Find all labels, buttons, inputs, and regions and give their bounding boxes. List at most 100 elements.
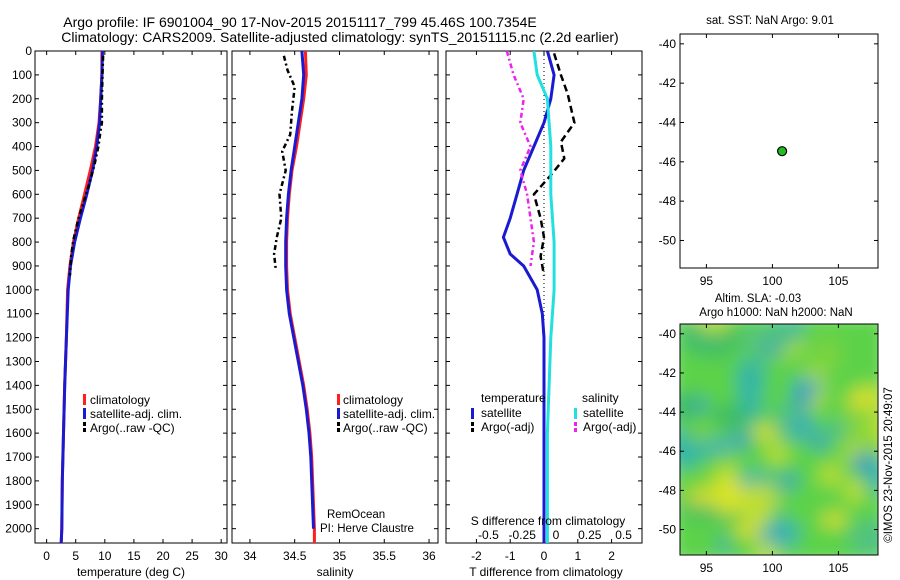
x-tick-label: 15 bbox=[127, 549, 141, 563]
argo-float-position-marker bbox=[777, 146, 788, 157]
x-tick-label: 0 bbox=[43, 549, 50, 563]
legend-swatch-climatology bbox=[83, 394, 86, 405]
y-tick-label: 0 bbox=[25, 44, 32, 58]
legend-swatch-temp-argo bbox=[471, 422, 474, 426]
x-tick-label: 100 bbox=[762, 561, 782, 575]
x-tick-label: 10 bbox=[98, 549, 112, 563]
legend-swatch-argo-2 bbox=[337, 428, 340, 432]
y-tick-label: -50 bbox=[659, 523, 677, 537]
legend-label-sal-argo: Argo(-adj) bbox=[583, 420, 636, 434]
y-tick-label: 100 bbox=[12, 68, 32, 82]
salinity-plot-frame bbox=[231, 50, 439, 544]
y-tick-label: -44 bbox=[659, 115, 677, 129]
series-line-argo-raw-qc- bbox=[272, 55, 296, 271]
y-tick-label: -42 bbox=[659, 76, 677, 90]
figure-subtitle: Climatology: CARS2009. Satellite-adjuste… bbox=[61, 29, 618, 45]
y-tick-label: 800 bbox=[12, 235, 32, 249]
y-tick-label: -48 bbox=[659, 194, 677, 208]
legend-swatch-satellite bbox=[337, 408, 340, 419]
y-tick-label: 1200 bbox=[5, 331, 32, 345]
y-tick-label: -50 bbox=[659, 233, 677, 247]
legend-label-argo: Argo(..raw -QC) bbox=[90, 421, 175, 435]
figure-title: Argo profile: IF 6901004_90 17-Nov-2015 … bbox=[63, 14, 537, 30]
temperature-legend: climatology satellite-adj. clim. Argo(..… bbox=[83, 393, 182, 435]
x-tick-label: 95 bbox=[700, 561, 714, 575]
y-tick-label: 600 bbox=[12, 187, 32, 201]
legend-swatch-temp-argo-2 bbox=[471, 428, 474, 432]
x-tick-label: -2 bbox=[471, 549, 482, 563]
y-tick-label: 1800 bbox=[5, 474, 32, 488]
x-tick-label: 5 bbox=[72, 549, 79, 563]
float-project-label: RemOcean bbox=[327, 509, 385, 521]
series-line-argo-raw-qc- bbox=[68, 55, 105, 276]
legend-swatch-sal-argo bbox=[574, 422, 577, 426]
sla-map-frame bbox=[679, 323, 879, 556]
sst-map-frame bbox=[679, 33, 879, 269]
y-tick-label: 1000 bbox=[5, 283, 32, 297]
legend-label-temp-argo: Argo(-adj) bbox=[481, 420, 534, 434]
legend-label-satellite: satellite-adj. clim. bbox=[90, 407, 182, 421]
x-tick-label: -1 bbox=[505, 549, 516, 563]
s-difference-axis-label: S difference from climatology bbox=[471, 514, 626, 528]
y-tick-label: 1700 bbox=[5, 450, 32, 464]
y-tick-label: -46 bbox=[659, 155, 677, 169]
legend-label-satellite: satellite-adj. clim. bbox=[343, 407, 435, 421]
salinity-legend: climatology satellite-adj. clim. Argo(..… bbox=[337, 393, 435, 435]
x2-tick-label: -0.25 bbox=[509, 528, 537, 542]
x-tick-label: 100 bbox=[762, 274, 782, 288]
legend-swatch-argo-2 bbox=[83, 428, 86, 432]
temperature-plot-frame bbox=[34, 50, 228, 544]
legend-swatch-climatology bbox=[337, 394, 340, 405]
x-tick-label: 30 bbox=[215, 549, 229, 563]
y-tick-label: -42 bbox=[659, 366, 677, 380]
imos-credit: ©IMOS 23-Nov-2015 20:49:07 bbox=[883, 387, 895, 543]
y-tick-label: -44 bbox=[659, 405, 677, 419]
x-tick-label: 35.5 bbox=[373, 549, 397, 563]
float-pi-label: PI: Herve Claustre bbox=[320, 523, 414, 535]
x-tick-label: 105 bbox=[828, 274, 848, 288]
series-line-temperature-argo-adj- bbox=[532, 53, 576, 276]
x-tick-label: 34.5 bbox=[283, 549, 307, 563]
y-tick-label: 2000 bbox=[5, 522, 32, 536]
y-tick-label: 1600 bbox=[5, 426, 32, 440]
legend-header-temperature: temperature bbox=[481, 391, 546, 405]
y-tick-label: -40 bbox=[659, 37, 677, 51]
y-tick-label: 900 bbox=[12, 259, 32, 273]
legend-header-salinity: salinity bbox=[582, 391, 619, 405]
x-tick-label: 20 bbox=[156, 549, 170, 563]
legend-label-sal-satellite: satellite bbox=[583, 406, 624, 420]
x2-tick-label: 0.25 bbox=[578, 528, 602, 542]
series-line-satellite-adj-clim- bbox=[59, 51, 104, 543]
y-tick-label: 1900 bbox=[5, 498, 32, 512]
legend-swatch-satellite bbox=[83, 408, 86, 419]
x2-tick-label: -0.5 bbox=[478, 528, 499, 542]
temperature-axis-label: temperature (deg C) bbox=[77, 565, 185, 579]
y-tick-label: 1500 bbox=[5, 402, 32, 416]
y-tick-label: 1400 bbox=[5, 378, 32, 392]
y-tick-label: 1100 bbox=[6, 307, 32, 321]
x-tick-label: 36 bbox=[422, 549, 436, 563]
legend-swatch-temp-satellite bbox=[471, 408, 474, 419]
sla-map-title: Altim. SLA: -0.03 bbox=[715, 293, 801, 305]
y-tick-label: 300 bbox=[12, 116, 32, 130]
y-tick-label: 700 bbox=[12, 211, 32, 225]
series-line-satellite-adj-clim- bbox=[284, 51, 315, 529]
x-tick-label: 2 bbox=[608, 549, 615, 563]
y-tick-label: -46 bbox=[659, 444, 677, 458]
t-difference-axis-label: T difference from climatology bbox=[469, 565, 623, 579]
x-tick-label: 35 bbox=[333, 549, 347, 563]
legend-swatch-sal-argo-2 bbox=[574, 428, 577, 432]
sst-map-title: sat. SST: NaN Argo: 9.01 bbox=[706, 15, 834, 27]
series-line-salinity-argo-adj- bbox=[505, 51, 536, 267]
y-tick-label: 1300 bbox=[5, 354, 32, 368]
series-line-salinity-satellite bbox=[532, 51, 556, 543]
salinity-axis-label: salinity bbox=[317, 565, 354, 579]
y-tick-label: 200 bbox=[12, 92, 32, 106]
legend-label-climatology: climatology bbox=[90, 393, 150, 407]
x-tick-label: 1 bbox=[574, 549, 581, 563]
legend-swatch-sal-satellite bbox=[574, 408, 577, 419]
y-tick-label: 500 bbox=[12, 163, 32, 177]
x2-tick-label: 0.5 bbox=[615, 528, 632, 542]
y-tick-label: -48 bbox=[659, 483, 677, 497]
